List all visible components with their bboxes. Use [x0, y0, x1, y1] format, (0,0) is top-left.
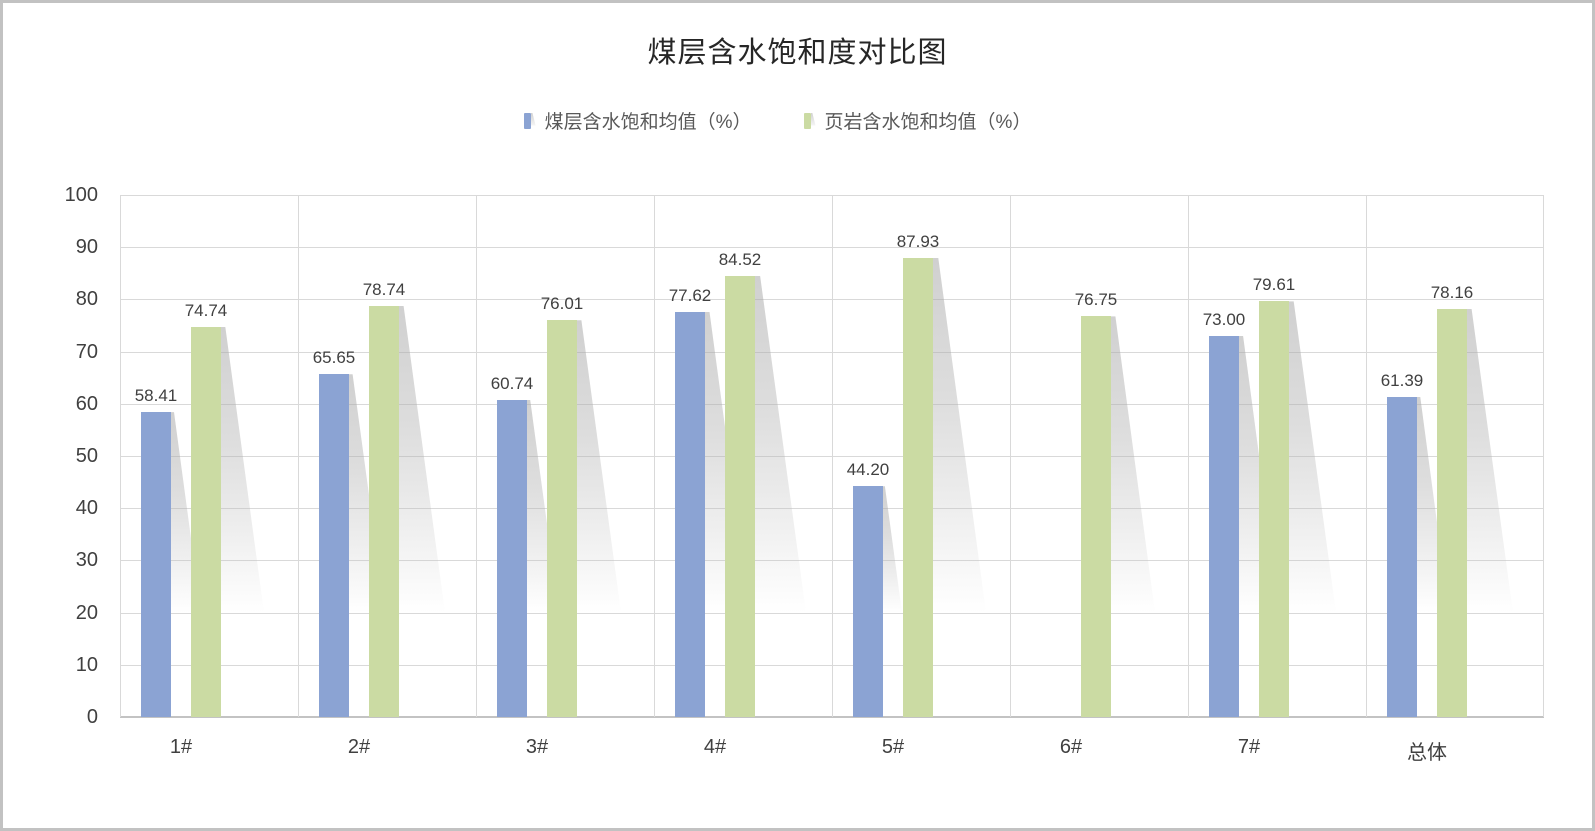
y-axis-tick-label: 50	[75, 445, 98, 467]
gridline-vertical	[1010, 195, 1011, 717]
y-axis-tick-label: 60	[75, 392, 98, 415]
y-axis-tick-label: 90	[75, 236, 98, 259]
y-axis-tick-label: 100	[64, 184, 98, 206]
bar-shadow	[755, 275, 806, 613]
data-label: 84.52	[718, 249, 762, 269]
data-label: 44.20	[846, 460, 890, 480]
legend-label-coal-series: 煤层含水饱和均值（%）	[544, 112, 752, 133]
bar-shadow	[1111, 316, 1155, 613]
data-label: 73.00	[1202, 309, 1246, 329]
x-axis-line	[120, 716, 1544, 718]
bar-shale-3#[interactable]	[547, 320, 577, 717]
bar-coal-总体[interactable]	[1387, 396, 1417, 717]
data-label: 79.61	[1252, 275, 1296, 295]
bar-shadow	[221, 326, 264, 613]
data-label: 77.62	[668, 285, 712, 305]
x-axis-category-label: 2#	[347, 736, 371, 758]
plot-area: 0 10 20 30 40 50 60 70 80 90 100 58.41 74.74 1# 65.65 7…	[65, 184, 1544, 764]
bar-shale-4#[interactable]	[725, 275, 755, 717]
data-label: 65.65	[312, 348, 356, 368]
x-axis-category-label: 3#	[525, 736, 549, 758]
data-label: 76.75	[1074, 290, 1118, 310]
bar-coal-4#[interactable]	[675, 311, 705, 717]
x-axis-category-label: 5#	[881, 736, 905, 758]
data-label: 61.39	[1380, 370, 1424, 390]
gridline-vertical	[120, 195, 121, 717]
bar-shale-2#[interactable]	[369, 305, 399, 717]
legend-label-shale-series: 页岩含水饱和均值（%）	[824, 112, 1032, 133]
y-axis-tick-label: 10	[75, 653, 98, 676]
bar-coal-2#[interactable]	[319, 374, 349, 717]
legend-item-shale-series[interactable]: 页岩含水饱和均值（%）	[803, 107, 1032, 134]
y-axis-tick-label: 30	[75, 549, 98, 572]
data-label: 87.93	[896, 232, 940, 251]
bar-shale-1#[interactable]	[191, 326, 221, 717]
gridline-vertical	[654, 195, 655, 717]
chart-title: 煤层含水饱和度对比图	[647, 37, 948, 69]
bar-coal-7#[interactable]	[1209, 335, 1239, 717]
legend: 煤层含水饱和均值（%） 页岩含水饱和均值（%）	[3, 107, 1552, 134]
x-axis-category-label: 7#	[1237, 736, 1261, 758]
data-label: 58.41	[134, 386, 178, 406]
gridline-vertical	[298, 195, 299, 717]
y-axis-tick-label: 0	[86, 706, 98, 728]
gridline-vertical	[476, 195, 477, 717]
bar-shale-5#[interactable]	[903, 258, 933, 717]
y-axis-tick-label: 80	[75, 288, 98, 311]
gridline-vertical	[1366, 195, 1367, 717]
data-label: 74.74	[184, 300, 228, 320]
x-axis-category-label: 总体	[1407, 742, 1447, 764]
bar-shale-7#[interactable]	[1259, 301, 1289, 717]
bar-shadow	[1289, 301, 1336, 613]
y-axis-tick-label: 70	[75, 340, 98, 363]
data-label: 60.74	[490, 373, 534, 393]
bar-shale-总体[interactable]	[1437, 309, 1467, 717]
bar-shadow	[933, 258, 986, 613]
bar-shale-6#[interactable]	[1081, 316, 1111, 717]
bar-marker-icon	[803, 112, 816, 129]
gridline-vertical	[832, 195, 833, 717]
gridline-vertical	[1543, 195, 1544, 717]
bar-shadow	[883, 486, 902, 613]
bar-coal-3#[interactable]	[497, 399, 527, 717]
data-label: 76.01	[540, 294, 584, 314]
y-axis-tick-label: 40	[75, 497, 98, 520]
data-label: 78.74	[362, 279, 406, 299]
y-axis-tick-label: 20	[75, 601, 98, 624]
bar-marker-icon	[523, 112, 536, 129]
bar-shadow	[577, 320, 621, 613]
bar-shadow	[1467, 309, 1513, 613]
x-axis-category-label: 1#	[169, 736, 193, 758]
bar-coal-1#[interactable]	[141, 412, 171, 717]
x-axis-category-label: 4#	[703, 736, 727, 758]
gridline-vertical	[1188, 195, 1189, 717]
data-label: 78.16	[1430, 283, 1474, 302]
legend-item-coal-series[interactable]: 煤层含水饱和均值（%）	[523, 107, 752, 134]
bar-coal-5#[interactable]	[853, 486, 883, 717]
x-axis-category-label: 6#	[1059, 736, 1083, 758]
